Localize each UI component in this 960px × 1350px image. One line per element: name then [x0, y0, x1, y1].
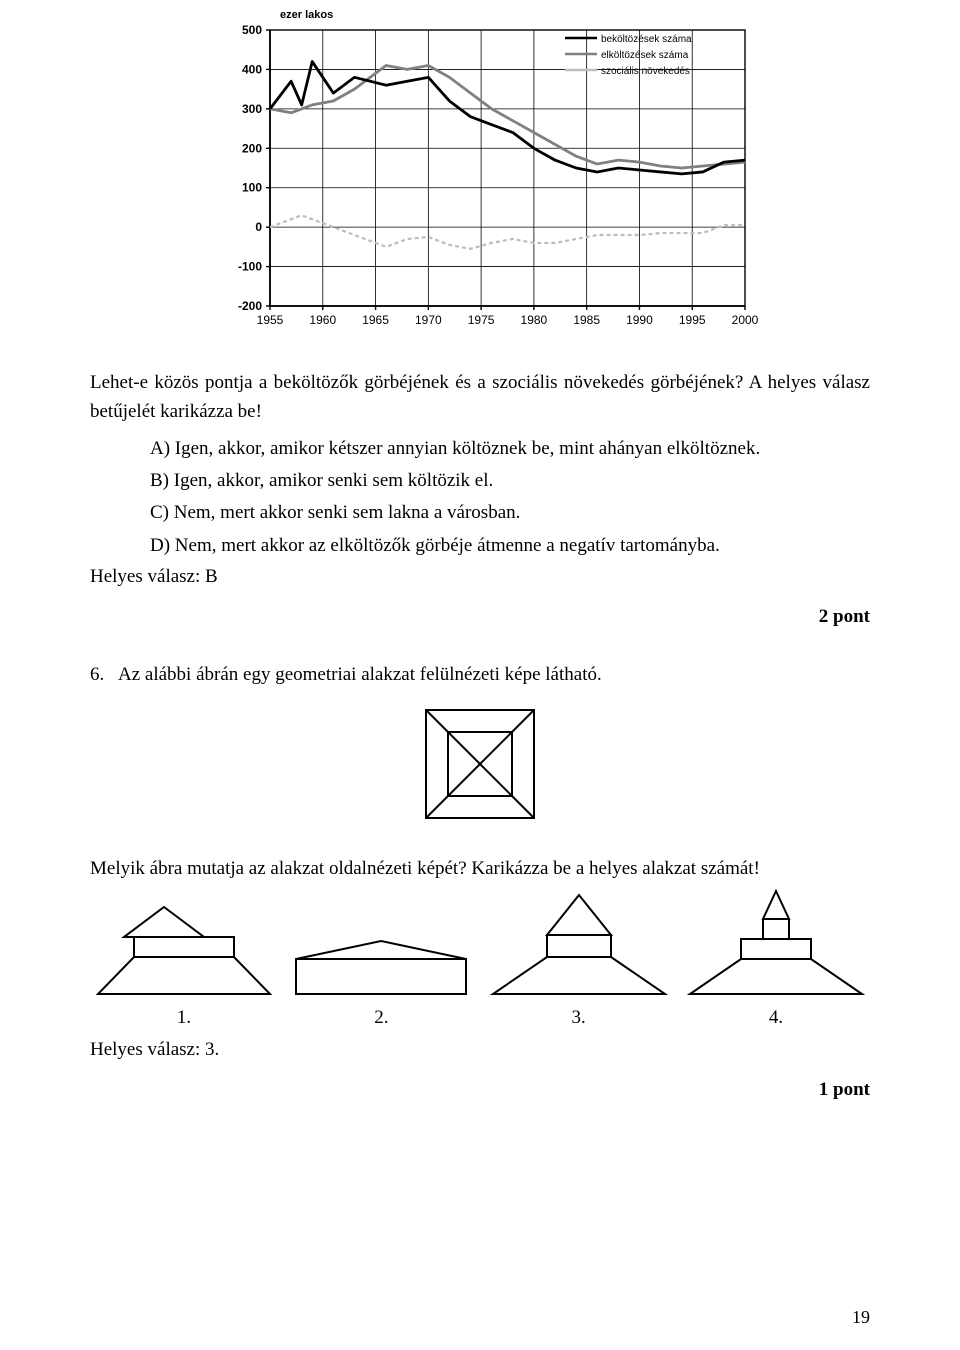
q5-option-a: A) Igen, akkor, amikor kétszer annyian k…: [150, 433, 870, 465]
svg-text:1960: 1960: [309, 313, 336, 327]
svg-text:1975: 1975: [468, 313, 495, 327]
svg-text:500: 500: [242, 23, 262, 37]
label-3: 3.: [489, 1007, 669, 1029]
svg-text:400: 400: [242, 62, 262, 76]
shape-1: [94, 889, 274, 999]
svg-text:1985: 1985: [573, 313, 600, 327]
q5-options: A) Igen, akkor, amikor kétszer annyian k…: [90, 433, 870, 562]
svg-text:1990: 1990: [626, 313, 653, 327]
q6-points: 1 pont: [90, 1079, 870, 1101]
label-1: 1.: [94, 1007, 274, 1029]
svg-text:300: 300: [242, 102, 262, 116]
q6-heading: 6. Az alábbi ábrán egy geometriai alakza…: [90, 660, 870, 689]
svg-text:0: 0: [255, 220, 262, 234]
q5-points: 2 pont: [90, 606, 870, 628]
svg-text:szociális növekedés: szociális növekedés: [601, 66, 690, 77]
svg-text:ezer lakos: ezer lakos: [280, 9, 333, 21]
shape-4: [686, 889, 866, 999]
q5-option-b: B) Igen, akkor, amikor senki sem költözi…: [150, 465, 870, 497]
q6-topview: [90, 704, 870, 830]
svg-text:1955: 1955: [257, 313, 284, 327]
svg-text:1970: 1970: [415, 313, 442, 327]
q6-number: 6.: [90, 660, 118, 689]
label-4: 4.: [686, 1007, 866, 1029]
page-number: 19: [852, 1307, 870, 1328]
label-2: 2.: [291, 1007, 471, 1029]
topview-svg: [420, 704, 540, 824]
svg-text:-200: -200: [238, 299, 262, 313]
q5-option-c: C) Nem, mert akkor senki sem lakna a vár…: [150, 497, 870, 529]
svg-text:1965: 1965: [362, 313, 389, 327]
q6-answer: Helyes válasz: 3.: [90, 1039, 870, 1061]
svg-text:2000: 2000: [732, 313, 759, 327]
svg-text:elköltözések száma: elköltözések száma: [601, 50, 689, 61]
q5-answer: Helyes válasz: B: [90, 566, 870, 588]
svg-text:100: 100: [242, 181, 262, 195]
svg-text:200: 200: [242, 141, 262, 155]
svg-text:1995: 1995: [679, 313, 706, 327]
shape-2: [291, 889, 471, 999]
q6-text: Az alábbi ábrán egy geometriai alakzat f…: [118, 660, 602, 689]
svg-text:-100: -100: [238, 260, 262, 274]
svg-text:1980: 1980: [521, 313, 548, 327]
q6-shapes-row: [90, 889, 870, 999]
chart-svg: ezer lakos -200 -100 0 100 200 300 400 500 1955 19…: [200, 4, 760, 334]
q6-labels-row: 1. 2. 3. 4.: [90, 1007, 870, 1029]
q5-intro: Lehet-e közös pontja a beköltözők görbéj…: [90, 368, 870, 427]
population-chart: ezer lakos -200 -100 0 100 200 300 400 500 1955 19…: [200, 0, 760, 340]
q6-prompt: Melyik ábra mutatja az alakzat oldalnéze…: [90, 854, 870, 883]
q5-option-d: D) Nem, mert akkor az elköltözők görbéje…: [150, 530, 870, 562]
shape-3: [489, 889, 669, 999]
svg-text:beköltözések száma: beköltözések száma: [601, 34, 692, 45]
